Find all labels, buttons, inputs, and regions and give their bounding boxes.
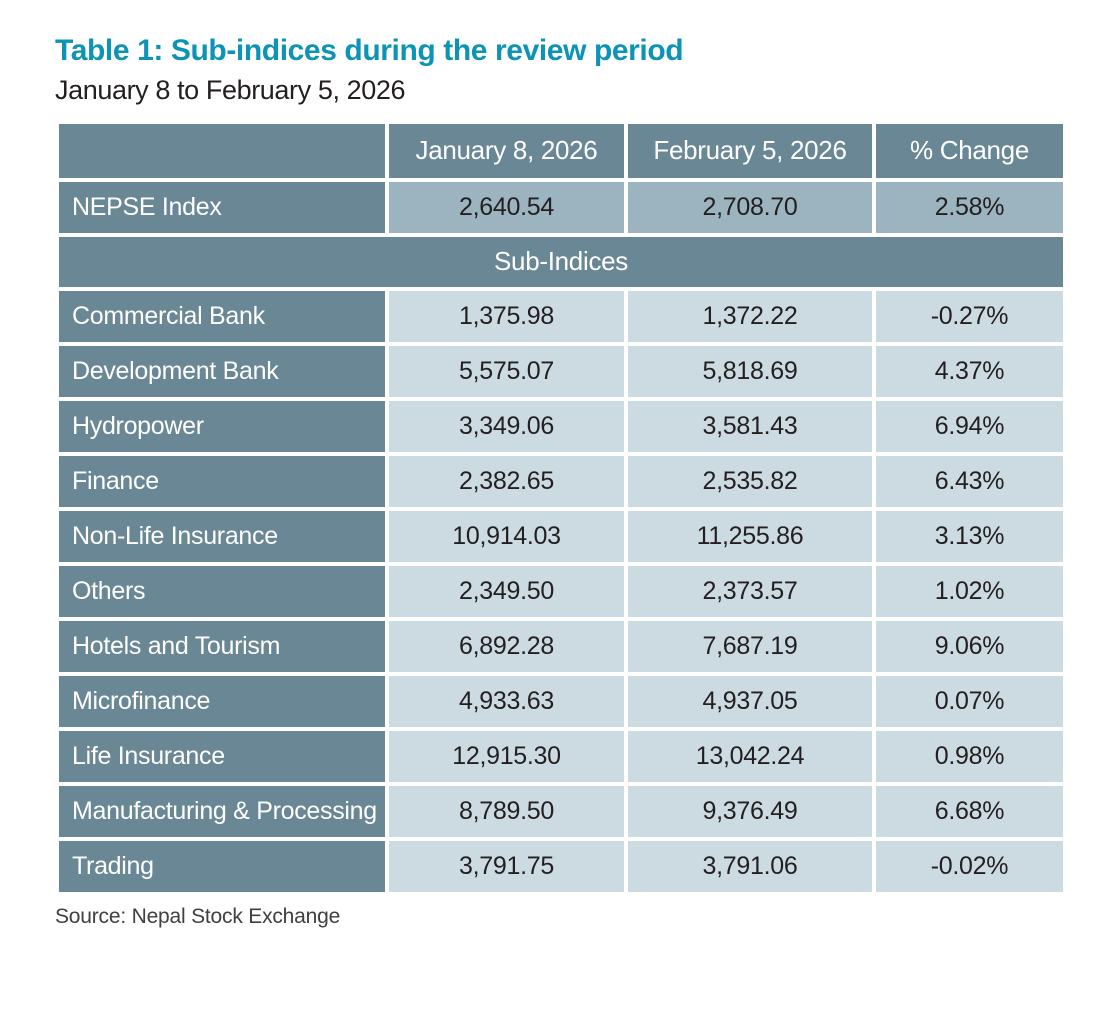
value-change: 6.94%: [872, 396, 1067, 456]
row-label: Non-Life Insurance: [55, 506, 389, 566]
value-change: 9.06%: [872, 616, 1067, 676]
value-change: 6.43%: [872, 451, 1067, 511]
row-label: Hydropower: [55, 396, 389, 456]
value-jan8: 3,791.75: [385, 836, 628, 896]
row-label: Life Insurance: [55, 726, 389, 786]
page: Table 1: Sub-indices during the review p…: [55, 34, 1067, 928]
row-label: Microfinance: [55, 671, 389, 731]
row-label: Development Bank: [55, 341, 389, 401]
table-row: Microfinance 4,933.63 4,937.05 0.07%: [55, 671, 1067, 731]
value-feb5: 1,372.22: [624, 286, 876, 346]
value-change: 3.13%: [872, 506, 1067, 566]
row-label: Manufacturing & Processing: [55, 781, 389, 841]
row-label: NEPSE Index: [55, 177, 389, 237]
row-label: Finance: [55, 451, 389, 511]
value-jan8: 3,349.06: [385, 396, 628, 456]
value-feb5: 2,708.70: [624, 177, 876, 237]
value-jan8: 12,915.30: [385, 726, 628, 786]
value-jan8: 10,914.03: [385, 506, 628, 566]
table-header-row: January 8, 2026 February 5, 2026 % Chang…: [55, 119, 1067, 182]
table-row: Hydropower 3,349.06 3,581.43 6.94%: [55, 396, 1067, 456]
row-label: Commercial Bank: [55, 286, 389, 346]
column-header-blank: [55, 119, 389, 182]
value-change: -0.27%: [872, 286, 1067, 346]
value-change: 2.58%: [872, 177, 1067, 237]
value-feb5: 9,376.49: [624, 781, 876, 841]
value-change: -0.02%: [872, 836, 1067, 896]
table-row: Development Bank 5,575.07 5,818.69 4.37%: [55, 341, 1067, 401]
value-change: 4.37%: [872, 341, 1067, 401]
table-row: Hotels and Tourism 6,892.28 7,687.19 9.0…: [55, 616, 1067, 676]
table-row: Life Insurance 12,915.30 13,042.24 0.98%: [55, 726, 1067, 786]
table-row: Non-Life Insurance 10,914.03 11,255.86 3…: [55, 506, 1067, 566]
table-row: Manufacturing & Processing 8,789.50 9,37…: [55, 781, 1067, 841]
value-feb5: 3,791.06: [624, 836, 876, 896]
value-jan8: 2,349.50: [385, 561, 628, 621]
value-feb5: 2,535.82: [624, 451, 876, 511]
value-feb5: 4,937.05: [624, 671, 876, 731]
value-jan8: 5,575.07: [385, 341, 628, 401]
row-label: Trading: [55, 836, 389, 896]
value-jan8: 1,375.98: [385, 286, 628, 346]
section-header-label: Sub-Indices: [55, 232, 1067, 291]
value-jan8: 4,933.63: [385, 671, 628, 731]
column-header-feb5: February 5, 2026: [624, 119, 876, 182]
table-row: Trading 3,791.75 3,791.06 -0.02%: [55, 836, 1067, 896]
table-row: Others 2,349.50 2,373.57 1.02%: [55, 561, 1067, 621]
value-feb5: 13,042.24: [624, 726, 876, 786]
value-feb5: 2,373.57: [624, 561, 876, 621]
value-feb5: 11,255.86: [624, 506, 876, 566]
value-feb5: 5,818.69: [624, 341, 876, 401]
value-change: 1.02%: [872, 561, 1067, 621]
value-jan8: 6,892.28: [385, 616, 628, 676]
row-label: Hotels and Tourism: [55, 616, 389, 676]
table-title: Table 1: Sub-indices during the review p…: [55, 34, 684, 67]
value-change: 6.68%: [872, 781, 1067, 841]
source-note: Source: Nepal Stock Exchange: [55, 904, 341, 928]
sub-indices-table: January 8, 2026 February 5, 2026 % Chang…: [55, 119, 1067, 896]
value-change: 0.07%: [872, 671, 1067, 731]
table-subtitle: January 8 to February 5, 2026: [55, 75, 406, 105]
value-jan8: 2,640.54: [385, 177, 628, 237]
table-row-nepse: NEPSE Index 2,640.54 2,708.70 2.58%: [55, 177, 1067, 237]
section-header-row: Sub-Indices: [55, 232, 1067, 291]
value-jan8: 8,789.50: [385, 781, 628, 841]
value-jan8: 2,382.65: [385, 451, 628, 511]
table-row: Finance 2,382.65 2,535.82 6.43%: [55, 451, 1067, 511]
column-header-change: % Change: [872, 119, 1067, 182]
row-label: Others: [55, 561, 389, 621]
value-change: 0.98%: [872, 726, 1067, 786]
value-feb5: 7,687.19: [624, 616, 876, 676]
column-header-jan8: January 8, 2026: [385, 119, 628, 182]
value-feb5: 3,581.43: [624, 396, 876, 456]
table-row: Commercial Bank 1,375.98 1,372.22 -0.27%: [55, 286, 1067, 346]
